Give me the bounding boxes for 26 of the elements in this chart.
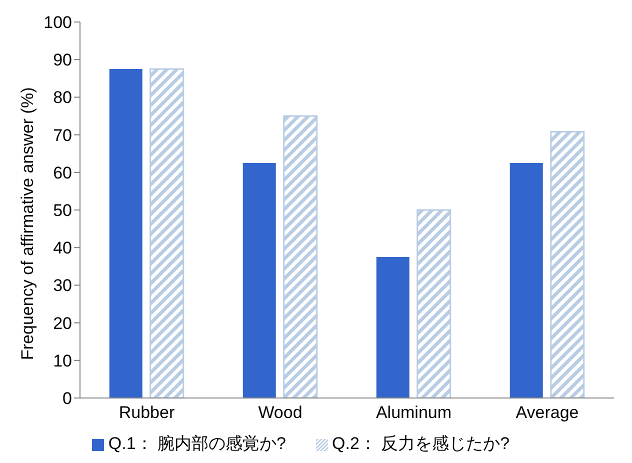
y-tick-label: 70 bbox=[53, 126, 72, 145]
bar bbox=[242, 163, 276, 398]
y-tick-label: 80 bbox=[53, 88, 72, 108]
bar bbox=[510, 163, 543, 398]
y-tick-label: 30 bbox=[53, 276, 72, 296]
y-tick-label: 20 bbox=[53, 314, 72, 333]
y-axis-title: Frequency of affirmative answer (%) bbox=[18, 87, 38, 360]
x-tick-label: Average bbox=[516, 403, 579, 422]
y-tick-label: 50 bbox=[53, 201, 72, 220]
bar bbox=[150, 68, 184, 398]
y-tick-label: 10 bbox=[53, 351, 72, 370]
bar bbox=[416, 209, 452, 398]
y-tick-label: 60 bbox=[53, 163, 72, 182]
bar bbox=[550, 131, 585, 398]
legend-label: Q.2： 反力を感じたか? bbox=[332, 434, 510, 453]
y-tick-label: 100 bbox=[44, 13, 72, 32]
y-tick-label: 40 bbox=[53, 238, 72, 258]
bar bbox=[283, 115, 318, 398]
bar bbox=[109, 69, 142, 398]
x-tick-label: Rubber bbox=[118, 403, 175, 422]
bar bbox=[376, 257, 410, 398]
y-tick-label: 0 bbox=[62, 389, 72, 408]
y-tick-label: 90 bbox=[53, 50, 72, 70]
legend-label: Q.1： 腕内部の感覚か? bbox=[108, 434, 286, 453]
x-tick-label: Wood bbox=[258, 403, 302, 422]
x-tick-label: Aluminum bbox=[376, 403, 452, 422]
